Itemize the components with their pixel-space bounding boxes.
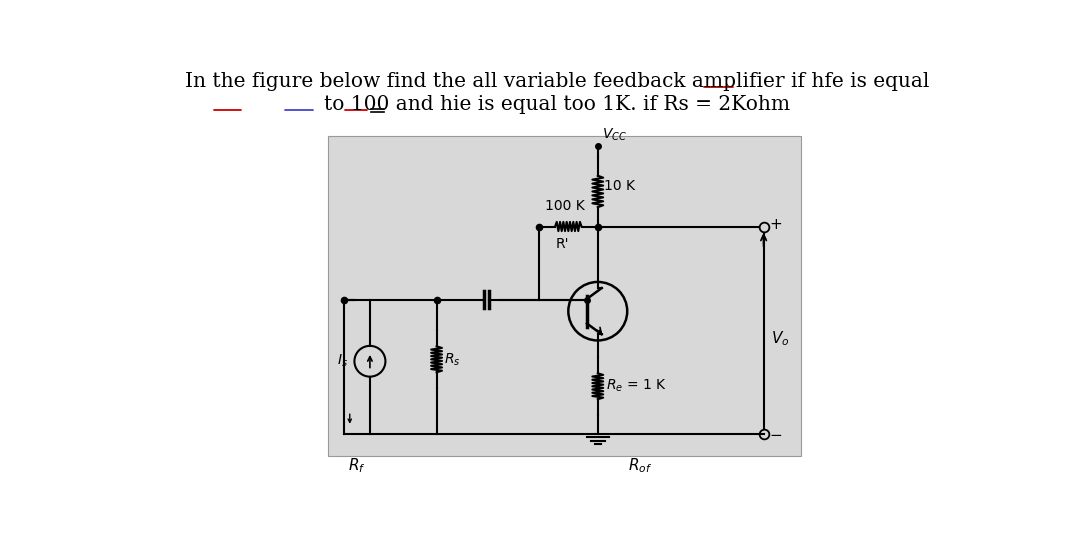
Text: $R_f$: $R_f$ (348, 456, 365, 475)
Text: $R_{of}$: $R_{of}$ (628, 456, 652, 475)
Text: $V_{CC}$: $V_{CC}$ (601, 127, 627, 143)
Text: $R_e$ = 1 K: $R_e$ = 1 K (605, 378, 666, 395)
Text: +: + (770, 218, 783, 232)
Text: R': R' (555, 237, 569, 251)
Bar (328, 137, 801, 456)
Text: to 100 and hie is equal too 1K. if Rs = 2Kohm: to 100 and hie is equal too 1K. if Rs = … (324, 96, 790, 114)
Text: 10 K: 10 K (604, 179, 635, 193)
Text: $V_o$: $V_o$ (772, 329, 790, 348)
Text: $R_s$: $R_s$ (445, 351, 461, 368)
Text: $I_s$: $I_s$ (337, 353, 348, 369)
Text: 100 K: 100 K (545, 199, 585, 213)
Text: −: − (770, 428, 783, 443)
Text: In the figure below find the all variable feedback amplifier if hfe is equal: In the figure below find the all variabl… (185, 72, 929, 91)
